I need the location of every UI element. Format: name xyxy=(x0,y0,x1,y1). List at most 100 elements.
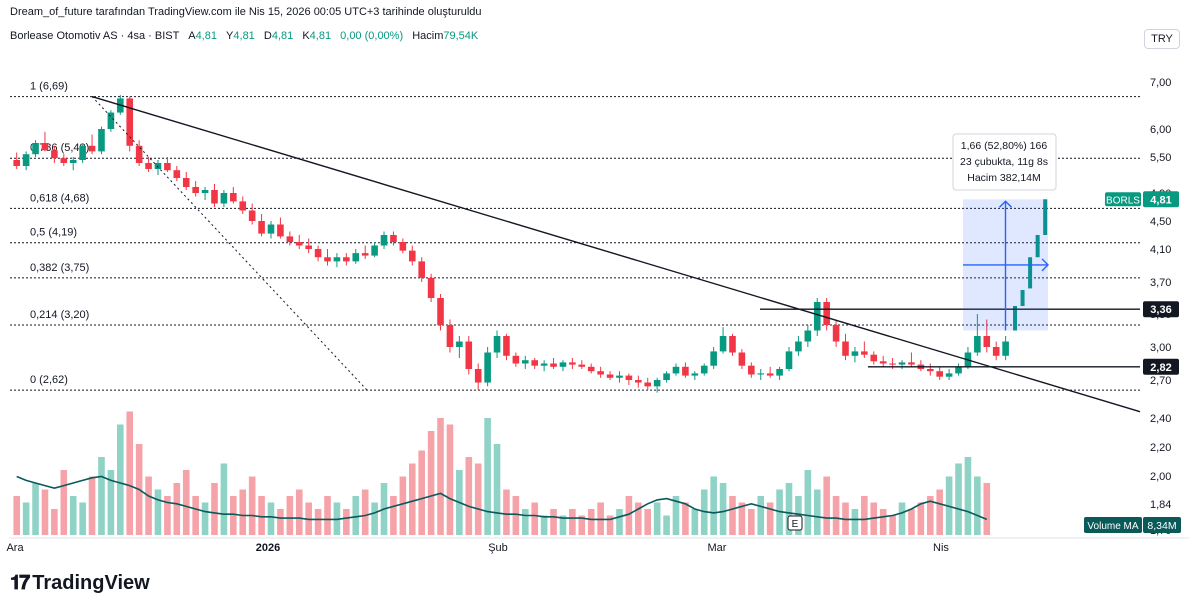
candle-body xyxy=(653,380,661,387)
price-tag-bg xyxy=(1143,358,1179,375)
candle-body xyxy=(446,325,454,347)
x-tick-label: Ara xyxy=(6,542,24,554)
volume-bar xyxy=(32,483,39,535)
y-tick-label: 7,00 xyxy=(1150,77,1171,89)
volume-bar xyxy=(663,515,670,535)
volume-bar xyxy=(766,502,774,535)
candle-body xyxy=(98,129,105,152)
volume-bar xyxy=(757,496,765,535)
candle-body xyxy=(352,253,360,262)
volume-bar xyxy=(955,463,962,535)
candle-body xyxy=(635,380,642,383)
candle-body xyxy=(823,302,830,325)
volume-bar xyxy=(79,502,86,535)
volume-bar xyxy=(540,515,548,535)
candle-body xyxy=(465,341,473,369)
fib-label: 0,214 (3,20) xyxy=(30,309,89,321)
volume-bar xyxy=(343,509,350,535)
creator-line: Dream_of_future tarafından TradingView.c… xyxy=(10,6,482,18)
candle-body xyxy=(390,235,397,242)
candle-body xyxy=(173,170,181,178)
fib-label: 0,5 (4,19) xyxy=(30,227,77,239)
tradingview-logo[interactable]: 𝟏𝟕 TradingView xyxy=(10,572,150,595)
symbol-name[interactable]: Borlease Otomotiv AS · 4sa · BIST xyxy=(10,30,180,42)
candle-body xyxy=(748,365,755,375)
candle-body xyxy=(1035,235,1040,258)
fib-label: 0,382 (3,75) xyxy=(30,262,89,274)
candle-body xyxy=(521,360,529,364)
candle-body xyxy=(1013,306,1018,331)
volume-bar xyxy=(324,496,331,535)
currency-button[interactable]: TRY xyxy=(1144,29,1180,49)
volume-bar xyxy=(182,470,190,535)
candle-body xyxy=(832,325,840,342)
fib-label: 0 (2,62) xyxy=(30,374,68,386)
change-value: 0,00 (0,00%) xyxy=(340,30,404,42)
volume-bar xyxy=(371,502,378,535)
volume-bar xyxy=(908,509,915,535)
candle-body xyxy=(145,163,152,169)
volume-bar xyxy=(286,496,294,535)
candle-body xyxy=(201,190,209,193)
volume-bar xyxy=(239,489,247,535)
candlesticks xyxy=(13,95,1048,393)
earnings-marker xyxy=(787,515,803,531)
fib-label: 0,618 (4,68) xyxy=(30,192,89,204)
close-label: K xyxy=(302,30,310,42)
volume-bar xyxy=(926,496,934,535)
volume-bar xyxy=(465,457,473,535)
volume-bar xyxy=(267,502,275,535)
x-tick-label: Nis xyxy=(933,542,949,554)
volume-bar xyxy=(352,496,360,535)
volume-bar xyxy=(60,470,68,535)
candle-body xyxy=(1020,290,1025,306)
candle-body xyxy=(295,242,303,246)
volume-bar xyxy=(578,515,586,535)
volume-bar xyxy=(710,476,717,535)
volume-bar xyxy=(851,509,859,535)
volume-value: 79,54K xyxy=(443,30,479,42)
candle-body xyxy=(305,245,312,249)
volume-bar xyxy=(22,502,30,535)
candle-body xyxy=(625,375,633,380)
candle-body xyxy=(512,355,520,364)
volume-bar xyxy=(390,496,397,535)
candle-body xyxy=(729,336,736,353)
volume-bar xyxy=(173,483,181,535)
volume-bar xyxy=(126,411,134,535)
low-label: D xyxy=(263,30,272,42)
volume-bar xyxy=(653,502,661,535)
candle-body xyxy=(983,336,991,347)
candle-body xyxy=(936,371,943,377)
measure-label-line3: Hacim 382,14M xyxy=(967,172,1041,184)
candle-body xyxy=(418,261,425,278)
candle-body xyxy=(606,374,614,378)
volume-bar xyxy=(625,496,633,535)
candle-body xyxy=(578,364,586,367)
price-tag-value: 4,81 xyxy=(1150,194,1171,206)
candle-body xyxy=(945,373,953,377)
candle-body xyxy=(616,375,623,378)
candle-body xyxy=(889,363,896,365)
volume-bar xyxy=(644,509,652,535)
candle-body xyxy=(211,190,218,204)
candle-body xyxy=(870,354,878,362)
volume-bar xyxy=(201,502,209,535)
candle-body xyxy=(474,369,482,383)
volume-bar xyxy=(587,509,595,535)
y-tick-label: 2,20 xyxy=(1150,442,1171,454)
candle-body xyxy=(13,160,21,166)
candle-body xyxy=(851,351,859,356)
volume-bar xyxy=(974,476,981,535)
candle-body xyxy=(597,371,604,375)
candle-body xyxy=(955,366,962,374)
volume-bar xyxy=(98,457,105,535)
volume-bar xyxy=(719,483,727,535)
candle-body xyxy=(60,158,68,163)
measure-arrowhead-right xyxy=(1041,258,1049,272)
y-tick-label: 2,40 xyxy=(1150,413,1171,425)
volume-bar xyxy=(484,418,491,535)
volume-bar xyxy=(192,496,199,535)
volume-bar xyxy=(832,496,840,535)
